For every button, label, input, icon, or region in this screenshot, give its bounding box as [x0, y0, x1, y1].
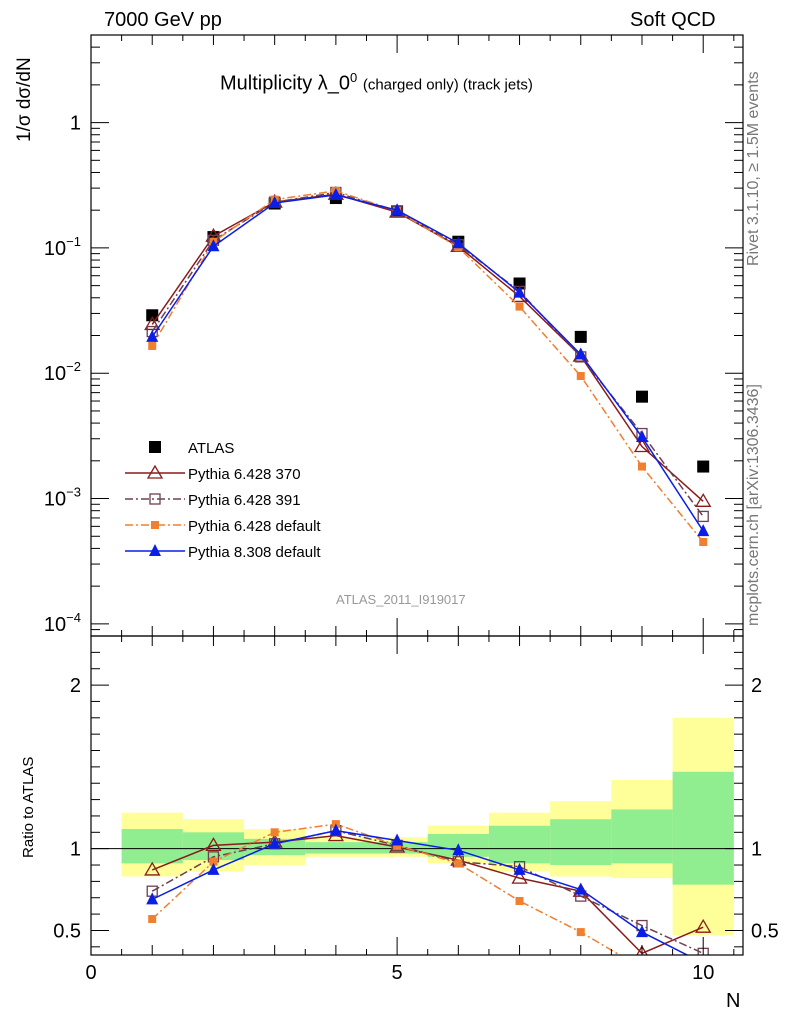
x-tick-label: 0 — [85, 962, 96, 984]
chart-title-main: Multiplicity λ_0 — [220, 72, 351, 95]
chart-title-sup: 0 — [350, 70, 358, 85]
ratio-point — [209, 857, 218, 866]
ratio-point — [454, 859, 463, 868]
ratio-point — [391, 833, 404, 846]
data-point — [635, 429, 648, 442]
ratio-point — [268, 836, 281, 849]
analysis-tag: ATLAS_2011_I919017 — [336, 592, 466, 607]
data-point — [515, 302, 524, 311]
data-point — [635, 390, 648, 403]
legend-marker — [149, 441, 161, 453]
ratio-point — [148, 915, 157, 924]
uncertainty-band-green — [305, 842, 367, 854]
ratio-point — [452, 843, 465, 856]
legend-label: Pythia 6.428 370 — [188, 466, 301, 483]
legend-label: Pythia 6.428 391 — [188, 492, 301, 509]
legend-marker — [151, 521, 159, 529]
main-y-axis-label: 1/σ dσ/dN — [14, 57, 35, 142]
ratio-y-tick-label: 2 — [70, 675, 81, 697]
data-point — [329, 187, 342, 200]
data-point — [391, 203, 404, 216]
data-point — [574, 330, 587, 343]
ratio-y-tick-label: 1 — [70, 839, 81, 861]
ratio-y-tick-label-right: 1 — [751, 839, 762, 861]
y-tick-label: 10−4 — [44, 610, 81, 636]
ratio-point — [270, 828, 279, 837]
data-point — [576, 372, 585, 381]
ratio-point — [144, 861, 161, 876]
beam-label: 7000 GeV pp — [104, 9, 222, 31]
data-point — [148, 341, 157, 350]
x-tick-label: 10 — [692, 962, 714, 984]
ratio-point — [329, 823, 342, 836]
data-point — [268, 196, 281, 209]
ratio-point — [515, 897, 524, 906]
uncertainty-band-green — [672, 771, 734, 885]
data-point — [697, 460, 710, 473]
legend-label: ATLAS — [188, 440, 234, 457]
main-series-group — [144, 185, 712, 546]
data-point — [697, 510, 709, 523]
data-point — [574, 347, 587, 360]
uncertainty-band-green — [121, 829, 183, 864]
data-point — [513, 285, 526, 298]
x-axis-label: N — [726, 990, 741, 1012]
ratio-panel: 0 5 10 0.5 0.5 1 1 2 2 — [53, 635, 779, 984]
ratio-point — [635, 925, 648, 938]
uncertainty-band-green — [611, 809, 673, 864]
chart-title: Multiplicity λ_00 (charged only) (track … — [220, 70, 533, 96]
uncertainty-band-green — [182, 832, 245, 861]
uncertainty-band-green — [488, 825, 551, 864]
legend-marker — [149, 493, 161, 505]
uncertainty-band-green — [550, 819, 612, 866]
ratio-point — [511, 869, 528, 884]
series-line — [151, 190, 704, 543]
data-point — [144, 316, 161, 331]
ratio-series-3 — [146, 823, 689, 955]
y-tick-label: 10−3 — [44, 485, 81, 511]
rivet-version-label: Rivet 3.1.10, ≥ 1.5M events — [745, 71, 762, 266]
data-point — [146, 329, 159, 342]
ratio-point — [576, 928, 585, 937]
data-point — [452, 236, 465, 249]
data-point — [695, 493, 712, 507]
ratio-point — [636, 945, 648, 955]
ratio-point — [205, 837, 222, 852]
main-panel: 1 10−1 10−2 10−3 10−4 — [44, 34, 744, 637]
ratio-y-axis-label: Ratio to ATLAS — [20, 756, 37, 858]
ratio-line — [151, 829, 689, 955]
ratio-point — [695, 918, 712, 933]
data-point — [633, 438, 651, 453]
y-tick-label: 1 — [70, 113, 81, 135]
ratio-point — [146, 892, 159, 905]
data-point — [207, 239, 220, 252]
ratio-frame-border — [90, 635, 744, 956]
ratio-point — [574, 882, 587, 895]
ratio-y-tick-label-right: 2 — [751, 675, 762, 697]
legend-label: Pythia 6.428 default — [188, 518, 321, 535]
series-4 — [146, 187, 710, 537]
data-point — [637, 462, 646, 471]
process-label: Soft QCD — [630, 9, 716, 31]
legend-marker — [149, 544, 161, 556]
legend-label: Pythia 8.308 default — [188, 544, 321, 561]
data-point — [146, 309, 159, 322]
y-tick-label: 10−2 — [44, 359, 81, 385]
series-line — [151, 193, 704, 502]
ratio-y-tick-label-right: 0.5 — [751, 920, 779, 942]
legend-marker — [146, 464, 164, 479]
data-point — [697, 524, 710, 537]
ratio-point — [207, 862, 220, 875]
legend: ATLAS Pythia 6.428 370 Pythia 6.428 391 Pyt… — [125, 440, 321, 561]
ratio-bands — [121, 717, 734, 936]
data-point — [699, 537, 708, 546]
mcplots-source-label: mcplots.cern.ch [arXiv:1306.3436] — [745, 384, 762, 626]
chart-title-sub: (charged only) (track jets) — [362, 76, 533, 94]
ratio-point — [513, 862, 526, 875]
y-tick-label: 10−1 — [44, 234, 81, 260]
x-tick-label: 5 — [392, 962, 403, 984]
ratio-y-tick-label: 0.5 — [53, 920, 81, 942]
series-line — [151, 194, 704, 532]
